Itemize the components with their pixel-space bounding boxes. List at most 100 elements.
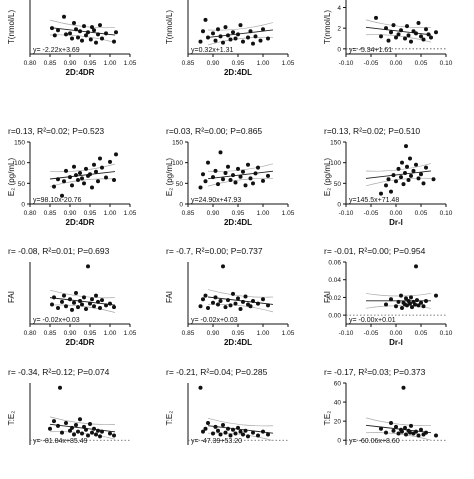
panel-3-point: [416, 21, 421, 25]
panel-7-x-tick-label: 1.00: [104, 330, 117, 337]
panel-5-point: [213, 168, 218, 173]
panel-8-x-tick-label: 1.05: [282, 330, 295, 337]
panel-10-point: [74, 422, 78, 427]
panel-3-point: [419, 34, 423, 39]
panel-4-point: [68, 175, 72, 180]
panel-2-point: [233, 36, 238, 41]
panel-4-ci-upper: [49, 163, 116, 173]
panel-2-point: [198, 39, 203, 44]
panel-10-point: [98, 434, 102, 439]
panel-9-point: [424, 298, 428, 303]
panel-6-point: [421, 181, 426, 186]
panel-9-y-tick-label: 0.04: [328, 277, 341, 284]
panel-9-point: [419, 300, 423, 305]
panel-3-point: [421, 37, 426, 42]
panel-9-y-tick-label: 0.06: [328, 260, 341, 267]
panel-8-point: [206, 306, 210, 311]
panel-2-x-tick-label: 0.90: [207, 60, 220, 67]
panel-1-x-tick-label: 0.90: [64, 60, 77, 67]
panel-1-point: [68, 31, 72, 36]
panel-11-point: [236, 425, 240, 430]
panel-9-equation: y= -0.00x+0.01: [349, 317, 396, 324]
panel-3-y-tick-label: 2: [337, 26, 341, 33]
panel-1-equation: y= -2.22x+3.69: [33, 47, 80, 54]
panel-10-point: [100, 429, 104, 434]
panel-2-point: [221, 40, 225, 45]
panel-2-point: [213, 38, 218, 43]
panel-9-point: [410, 305, 414, 310]
panel-7-point: [90, 297, 94, 302]
panel-5-point: [253, 171, 258, 176]
panel-4-point: [62, 179, 66, 184]
panel-11-ci-upper: [207, 417, 274, 427]
panel-1-x-tick-label: 1.00: [104, 60, 117, 67]
panel-11-point: [231, 427, 235, 432]
panel-11-point: [233, 431, 238, 436]
panel-11-point: [216, 428, 220, 433]
panel-4-y-tick-label: 0: [21, 202, 25, 209]
panel-4-point: [52, 184, 56, 189]
panel-10-point: [48, 426, 52, 431]
panel-6-point: [403, 171, 407, 175]
panel-7-point: [78, 298, 82, 303]
panel-8-point: [251, 298, 255, 303]
panel-6-x-tick-label: -0.10: [339, 210, 354, 217]
panel-1-point: [112, 39, 116, 44]
panel-10-point: [68, 428, 72, 433]
panel-4-point: [108, 159, 112, 164]
panel-8-point: [216, 302, 220, 307]
panel-3-point: [429, 35, 433, 40]
panel-5-point: [226, 164, 230, 169]
panel-6-point: [408, 156, 412, 161]
panel-9-x-tick-label: 0.10: [440, 330, 453, 337]
panel-10-point: [80, 431, 84, 436]
panel-8-x-label: 2D:4DL: [224, 338, 252, 347]
panel-5-point: [236, 166, 240, 171]
panel-8-point: [221, 264, 225, 269]
panel-5-point: [201, 172, 205, 177]
panel-9-point: [396, 299, 401, 304]
panel-6-ci-lower: [365, 177, 432, 187]
panel-4-point: [84, 166, 88, 171]
panel-4-point: [96, 179, 100, 184]
panel-1-point: [84, 33, 88, 38]
panel-2-point: [228, 37, 233, 42]
panel-3-point: [384, 26, 388, 31]
panel-9-y-tick-label: 0.00: [328, 313, 341, 320]
panel-1-point: [80, 38, 84, 43]
panel-9-point: [400, 306, 404, 311]
panel-1-x-label: 2D:4DR: [66, 68, 95, 77]
panel-4-y-label: E₂ (pg/mL): [7, 158, 16, 197]
panel-4-point: [70, 183, 74, 188]
panel-7-point: [56, 306, 60, 311]
panel-9-point: [404, 296, 408, 301]
panel-12-point: [401, 385, 406, 390]
panel-6-equation: y=145.5x+71.48: [349, 197, 399, 204]
panel-7-point: [96, 299, 100, 304]
panel-5-point: [198, 185, 203, 190]
panel-10-ci-upper: [49, 416, 116, 425]
panel-3-point: [374, 15, 378, 20]
panel-8-fit-line: [207, 296, 274, 305]
panel-8-point: [248, 304, 253, 309]
panel-7-fit-line: [49, 297, 116, 306]
panel-3-point: [399, 28, 403, 33]
panel-2-point: [201, 29, 205, 34]
panel-5-x-label: 2D:4DL: [224, 218, 252, 227]
panel-1-point: [104, 31, 108, 36]
panel-4-point: [98, 156, 102, 161]
panel-2-point: [258, 38, 263, 43]
panel-1-point: [100, 36, 104, 41]
panel-4-point: [90, 185, 94, 190]
panel-10-point: [64, 421, 68, 426]
panel-11-point: [246, 434, 250, 439]
panel-8-equation: y= -0.02x+0.03: [191, 317, 238, 324]
panel-4-stat-label: r=0.13, R²=0.02; P=0.523: [8, 126, 104, 136]
panel-5-x-tick-label: 1.00: [257, 210, 270, 217]
panel-1-point: [96, 32, 100, 37]
panel-11-point: [206, 421, 210, 426]
panel-7-point: [76, 305, 80, 310]
panel-4-point: [88, 172, 92, 177]
panel-10-point: [82, 424, 86, 429]
